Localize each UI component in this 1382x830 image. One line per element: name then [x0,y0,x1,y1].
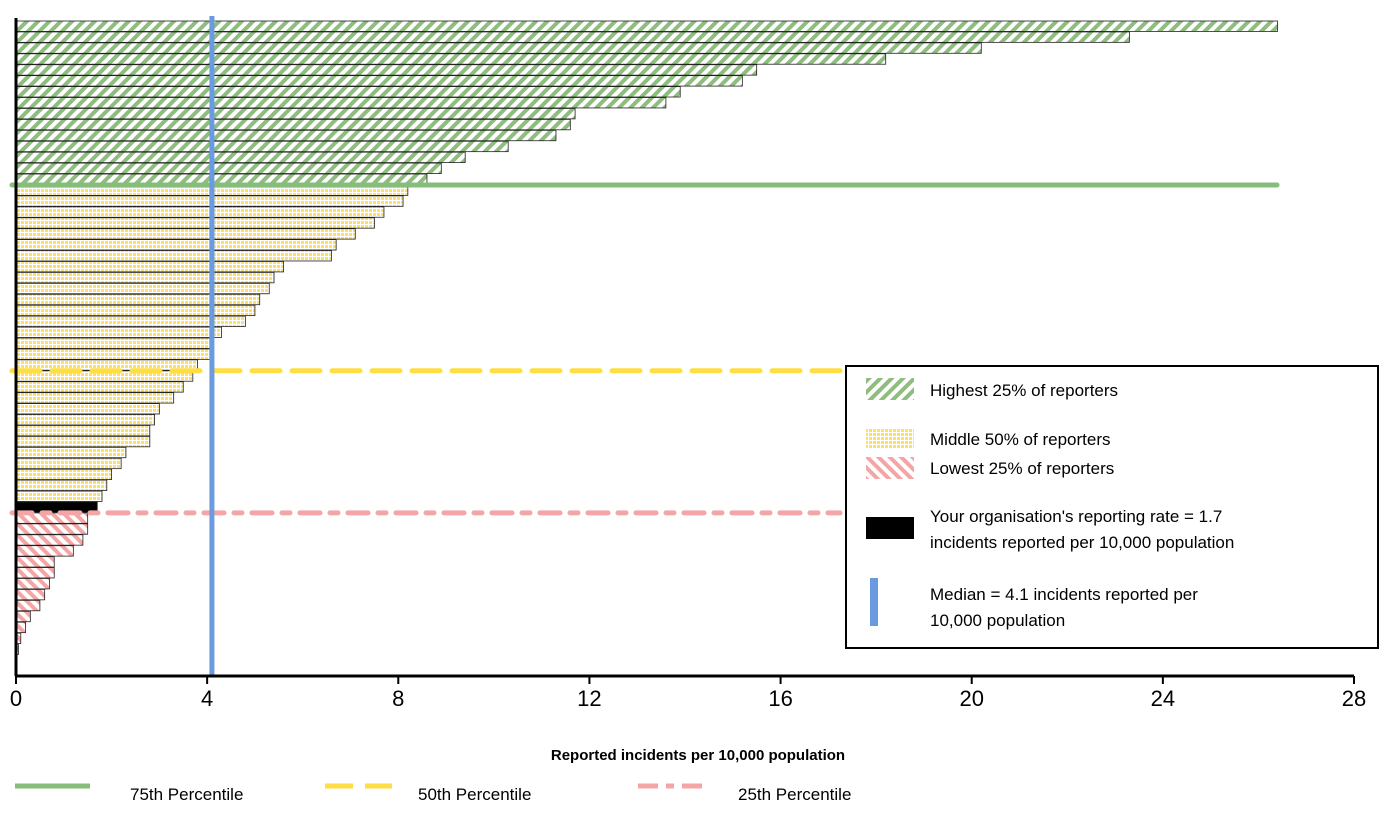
bar-1-20 [15,403,160,415]
bar-1-23 [15,435,151,448]
x-tick-label-24: 24 [1151,686,1175,711]
bar-1-18 [15,381,184,393]
legend-box: Highest 25% of reporters Middle 50% of r… [845,365,1379,649]
bar-1-5 [15,239,337,251]
bar-3-7 [15,589,46,601]
legend-label-lowest: Lowest 25% of reporters [930,459,1114,478]
bar-0-4 [15,64,758,76]
bar-3-5 [15,567,55,579]
legend-frame [845,365,1379,649]
x-tick-label-16: 16 [768,686,792,711]
bar-1-13 [15,326,222,338]
bottom-legend: 75th Percentile 50th Percentile 25th Per… [15,783,851,804]
bar-3-8 [15,599,41,612]
bar-1-2 [15,206,385,218]
x-axis-title: Reported incidents per 10,000 population [551,747,845,764]
bottom-legend-label-25: 25th Percentile [738,785,851,804]
legend-label-yours-1: Your organisation's reporting rate = 1.7 [930,507,1222,526]
bar-3-6 [15,578,50,590]
bar-0-5 [15,75,743,87]
legend-label-median-1: Median = 4.1 incidents reported per [930,585,1198,604]
bar-1-4 [15,228,356,240]
bar-0-0 [15,20,1278,32]
bar-0-3 [15,53,887,65]
bar-1-25 [15,457,122,470]
bar-1-10 [15,293,261,306]
bar-0-10 [15,129,557,142]
bar-1-22 [15,425,151,437]
legend-label-median-2: 10,000 population [930,611,1065,630]
legend-label-highest: Highest 25% of reporters [930,381,1118,400]
bar-1-28 [15,490,103,502]
bar-1-14 [15,337,213,349]
bar-3-4 [15,556,55,568]
bar-0-2 [15,42,982,54]
bar-0-13 [15,162,442,174]
x-tick-label-8: 8 [392,686,404,711]
bar-1-7 [15,261,285,273]
x-tick-label-0: 0 [10,686,22,711]
bar-1-15 [15,348,213,360]
bar-1-24 [15,446,127,459]
bar-1-8 [15,272,275,284]
bar-1-26 [15,468,112,481]
legend-swatch-black [866,517,914,539]
legend-swatch-green [866,378,914,400]
legend-swatch-red [866,457,914,479]
bar-3-3 [15,545,74,557]
legend-label-middle: Middle 50% of reporters [930,430,1110,449]
bottom-legend-label-50: 50th Percentile [418,785,531,804]
x-tick-label-28: 28 [1342,686,1366,711]
bar-1-27 [15,479,108,491]
bar-1-19 [15,392,175,404]
legend-label-yours-2: incidents reported per 10,000 population [930,533,1234,552]
bar-0-9 [15,118,571,131]
bar-1-21 [15,414,155,426]
bars-layer [15,20,1278,655]
legend-swatch-blue [870,578,878,626]
bar-3-2 [15,534,84,546]
x-tick-label-20: 20 [959,686,983,711]
bar-1-9 [15,282,270,295]
legend-swatch-yellow [866,428,914,448]
x-tick-label-4: 4 [201,686,213,711]
bar-0-6 [15,86,681,98]
bar-0-7 [15,97,667,109]
bar-0-12 [15,151,466,163]
x-axis: 0 4 8 12 16 20 24 28 [10,18,1366,711]
bar-0-1 [15,31,1130,43]
bar-3-9 [15,610,31,623]
bottom-legend-label-75: 75th Percentile [130,785,243,804]
bar-1-3 [15,217,375,229]
bar-1-11 [15,304,256,317]
x-tick-label-12: 12 [577,686,601,711]
bar-3-1 [15,523,89,535]
bar-1-6 [15,250,332,262]
bar-0-11 [15,140,509,153]
bar-0-8 [15,108,576,120]
